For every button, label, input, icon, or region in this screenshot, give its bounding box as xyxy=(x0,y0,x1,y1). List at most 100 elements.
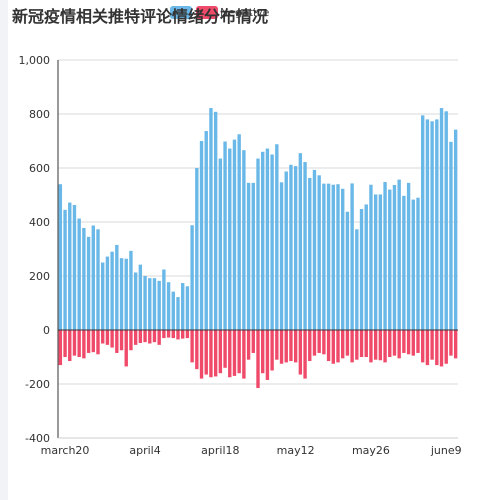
bar-positive[interactable] xyxy=(82,227,86,330)
bar-positive[interactable] xyxy=(190,225,194,330)
bar-negative[interactable] xyxy=(383,330,387,363)
bar-negative[interactable] xyxy=(91,330,95,353)
bar-positive[interactable] xyxy=(96,229,100,330)
bar-positive[interactable] xyxy=(213,111,218,330)
bar-positive[interactable] xyxy=(345,211,350,330)
bar-positive[interactable] xyxy=(341,188,345,330)
bar-positive[interactable] xyxy=(228,148,232,330)
bar-negative[interactable] xyxy=(270,330,274,371)
bar-positive[interactable] xyxy=(185,286,190,330)
bar-negative[interactable] xyxy=(72,330,77,356)
bar-negative[interactable] xyxy=(416,330,420,353)
bar-positive[interactable] xyxy=(430,121,434,330)
bar-negative[interactable] xyxy=(388,330,392,357)
bar-negative[interactable] xyxy=(378,330,383,361)
bar-negative[interactable] xyxy=(143,330,147,343)
bar-negative[interactable] xyxy=(157,330,161,345)
bar-negative[interactable] xyxy=(326,330,331,362)
bar-negative[interactable] xyxy=(119,330,124,351)
bar-positive[interactable] xyxy=(58,184,63,330)
bar-negative[interactable] xyxy=(58,330,63,366)
bar-positive[interactable] xyxy=(359,209,364,330)
bar-negative[interactable] xyxy=(392,330,397,356)
bar-negative[interactable] xyxy=(345,330,350,356)
bar-negative[interactable] xyxy=(218,330,223,374)
bar-positive[interactable] xyxy=(68,202,72,330)
bar-positive[interactable] xyxy=(275,144,279,330)
bar-positive[interactable] xyxy=(143,276,147,330)
bar-positive[interactable] xyxy=(110,251,114,330)
bar-positive[interactable] xyxy=(129,250,133,330)
bar-positive[interactable] xyxy=(279,182,284,330)
bar-positive[interactable] xyxy=(101,262,105,331)
legend-item-negative[interactable]: Negative xyxy=(196,5,269,19)
bar-positive[interactable] xyxy=(171,291,175,330)
bar-positive[interactable] xyxy=(246,182,251,330)
bar-negative[interactable] xyxy=(152,330,157,343)
bar-positive[interactable] xyxy=(63,209,67,330)
bar-positive[interactable] xyxy=(209,108,213,330)
bar-negative[interactable] xyxy=(341,330,345,359)
bar-negative[interactable] xyxy=(232,330,237,376)
bar-negative[interactable] xyxy=(223,330,227,368)
bar-negative[interactable] xyxy=(317,330,321,353)
bar-positive[interactable] xyxy=(453,129,458,330)
bar-negative[interactable] xyxy=(373,330,378,360)
bar-negative[interactable] xyxy=(166,330,171,338)
bar-negative[interactable] xyxy=(181,330,185,339)
bar-positive[interactable] xyxy=(364,204,368,330)
bar-positive[interactable] xyxy=(138,264,143,330)
bar-positive[interactable] xyxy=(72,204,77,330)
bar-negative[interactable] xyxy=(322,330,326,355)
bar-positive[interactable] xyxy=(392,185,397,330)
bar-negative[interactable] xyxy=(148,330,152,344)
bar-positive[interactable] xyxy=(91,225,95,330)
bar-negative[interactable] xyxy=(411,330,415,356)
bar-negative[interactable] xyxy=(293,330,298,363)
bar-positive[interactable] xyxy=(331,184,335,330)
bar-negative[interactable] xyxy=(425,330,430,366)
bar-positive[interactable] xyxy=(261,151,265,330)
bar-negative[interactable] xyxy=(284,330,288,363)
legend[interactable]: Negative xyxy=(170,5,269,19)
bar-negative[interactable] xyxy=(213,330,218,377)
bar-negative[interactable] xyxy=(449,330,453,356)
bar-negative[interactable] xyxy=(308,330,312,362)
bar-negative[interactable] xyxy=(129,330,133,351)
bar-positive[interactable] xyxy=(350,183,354,330)
bar-negative[interactable] xyxy=(162,330,166,339)
bar-positive[interactable] xyxy=(322,183,326,330)
bar-negative[interactable] xyxy=(242,330,246,379)
bar-positive[interactable] xyxy=(181,283,185,330)
bar-positive[interactable] xyxy=(369,184,373,330)
bar-negative[interactable] xyxy=(115,330,119,353)
bar-negative[interactable] xyxy=(195,330,199,370)
bar-positive[interactable] xyxy=(406,182,411,330)
bar-negative[interactable] xyxy=(101,330,105,344)
bar-positive[interactable] xyxy=(378,194,383,330)
bar-positive[interactable] xyxy=(86,236,91,330)
bar-negative[interactable] xyxy=(359,330,364,357)
bar-positive[interactable] xyxy=(152,278,157,330)
bar-positive[interactable] xyxy=(289,164,293,330)
bar-negative[interactable] xyxy=(453,330,458,359)
bar-negative[interactable] xyxy=(369,330,373,363)
bar-positive[interactable] xyxy=(383,182,387,330)
bar-negative[interactable] xyxy=(228,330,232,378)
bar-positive[interactable] xyxy=(199,141,204,330)
bar-positive[interactable] xyxy=(435,119,439,331)
bar-positive[interactable] xyxy=(77,218,81,330)
bar-negative[interactable] xyxy=(237,330,241,374)
bar-negative[interactable] xyxy=(312,330,317,356)
bar-positive[interactable] xyxy=(265,148,270,330)
bar-positive[interactable] xyxy=(148,278,152,330)
bar-positive[interactable] xyxy=(317,175,321,330)
bar-positive[interactable] xyxy=(218,158,223,330)
bar-positive[interactable] xyxy=(251,182,255,330)
bar-negative[interactable] xyxy=(124,330,128,367)
bar-positive[interactable] xyxy=(402,195,406,330)
bar-negative[interactable] xyxy=(185,330,190,339)
bar-negative[interactable] xyxy=(105,330,110,345)
bar-negative[interactable] xyxy=(190,330,194,363)
bar-negative[interactable] xyxy=(265,330,270,380)
